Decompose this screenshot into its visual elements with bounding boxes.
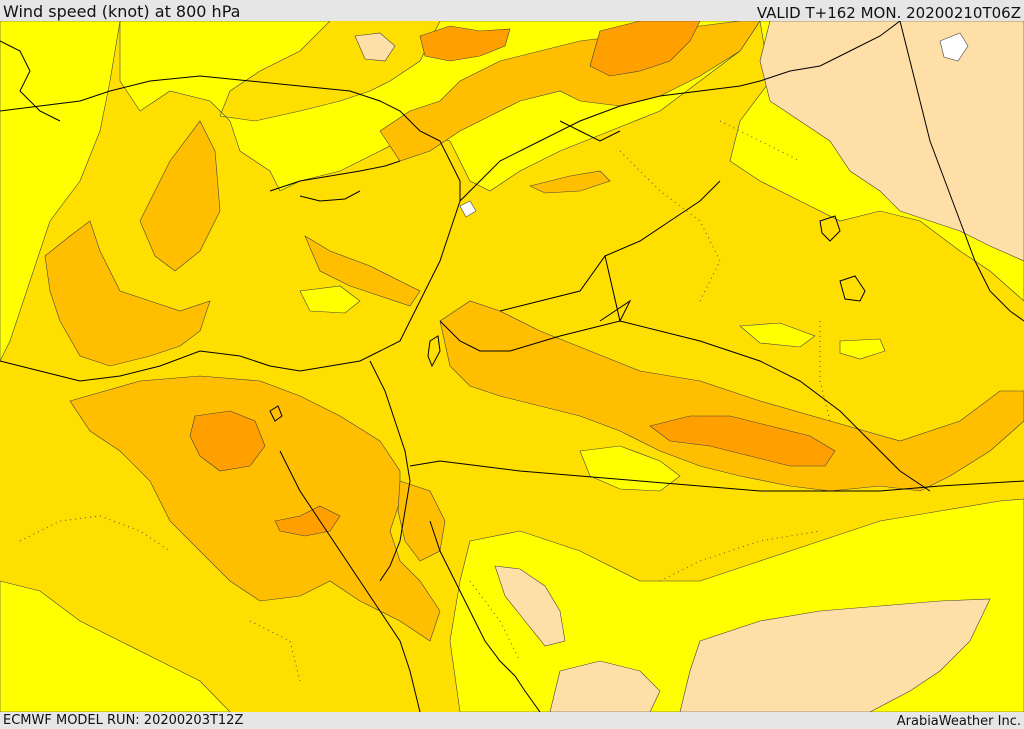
field-very-light-south	[679, 598, 991, 712]
field-orange-sinai	[274, 505, 341, 537]
field-light-orange-egypt	[69, 375, 441, 642]
field-very-light-caspian	[354, 32, 396, 62]
field-light-orange-levant	[304, 235, 421, 307]
small-lakes	[269, 215, 866, 422]
field-orange-egypt	[189, 410, 266, 472]
map-title: Wind speed (knot) at 800 hPa	[3, 2, 241, 21]
credit-label: ArabiaWeather Inc.	[896, 714, 1021, 729]
dotted-contours	[19, 120, 831, 682]
field-very-light-southcenter	[549, 660, 661, 712]
field-light-orange-syria	[529, 170, 611, 194]
field-orange-iraq	[649, 415, 836, 467]
field-light-yellow-small-2	[739, 322, 816, 348]
header-bar: Wind speed (knot) at 800 hPa VALID T+162…	[0, 0, 1024, 21]
map-canvas	[0, 21, 1024, 712]
field-light-yellow-southwest	[0, 580, 231, 712]
model-run-label: ECMWF MODEL RUN: 20200203T12Z	[3, 713, 244, 728]
field-light-yellow-small-1	[299, 285, 361, 314]
field-very-light-northeast	[759, 21, 1024, 262]
valid-time: VALID T+162 MON. 20200210T06Z	[756, 4, 1021, 22]
field-light-orange-libya-north	[139, 120, 221, 272]
field-light-orange-redsea	[397, 480, 446, 562]
field-light-orange-libya	[44, 220, 211, 367]
field-light-yellow-small-3	[839, 338, 886, 360]
field-white-1	[939, 32, 969, 62]
field-white-2	[459, 200, 477, 218]
field-orange-turkey-west	[419, 25, 511, 62]
field-orange-turkey	[589, 21, 701, 77]
field-light-yellow-west	[0, 21, 121, 362]
footer-bar: ECMWF MODEL RUN: 20200203T12Z ArabiaWeat…	[0, 712, 1024, 729]
wind-speed-map	[0, 21, 1024, 712]
field-very-light-arabia	[494, 565, 566, 647]
boundaries	[0, 21, 1024, 712]
field-light-orange-iraq	[439, 300, 1024, 492]
